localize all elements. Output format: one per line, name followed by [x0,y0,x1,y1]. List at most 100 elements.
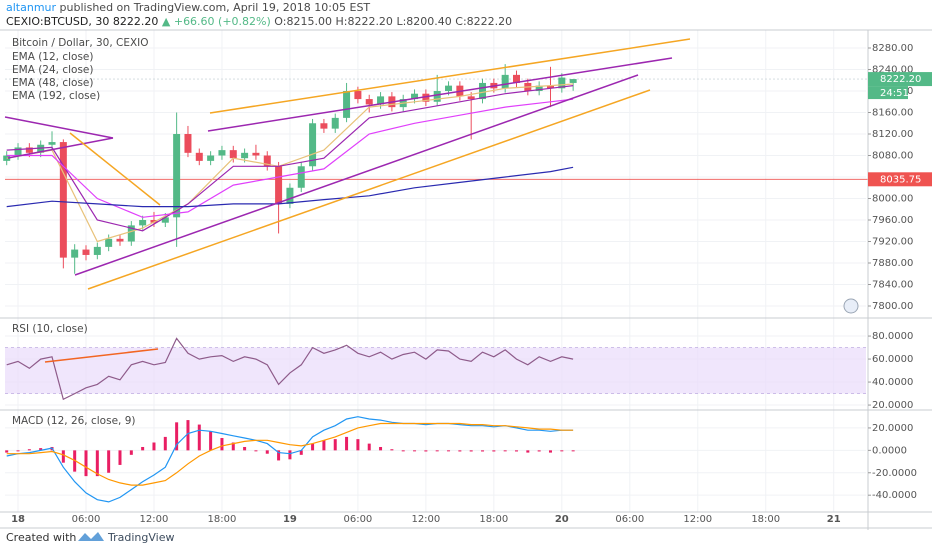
candle-body [331,117,339,129]
trend-line [4,116,114,139]
candle-body [422,93,430,102]
macd-histogram-bar [560,450,564,452]
last-price-box [868,72,932,87]
macd-histogram-bar [175,422,179,451]
candle-body [569,79,577,83]
macd-histogram-bar [254,450,258,452]
macd-histogram-bar [379,446,383,451]
candle-body [93,246,101,255]
macd-histogram-bar [152,442,156,451]
macd-histogram-bar [435,450,439,452]
candle-body [275,166,283,204]
x-tick-label: 12:00 [411,514,440,525]
trend-line [7,137,114,159]
open: O:8215.00 [274,15,332,28]
y-tick-label: 8240.00 [872,65,913,76]
macd-histogram-bar [61,450,65,463]
macd-histogram-bar [413,450,417,452]
footer-brand: TradingView [107,531,174,544]
price-label-box [868,172,932,187]
candle-body [71,249,79,258]
y-tick-label: 20.0000 [872,400,913,411]
low: L:8200.40 [396,15,451,28]
macd-histogram-bar [424,450,428,452]
candle-body [354,91,362,100]
icon [843,298,859,314]
change: ▲ +66.60 (+0.82%) [162,15,271,28]
candle-body [184,134,192,153]
candle-body [535,85,543,92]
macd-histogram-bar [299,450,303,455]
macd-histogram-bar [481,450,485,452]
marks [3,64,577,503]
x-tick-label: 18:00 [208,514,237,525]
grid [5,30,868,512]
x-tick-label: 20 [555,514,569,525]
candle-body [320,123,328,129]
macd-histogram-bar [118,450,122,465]
macd-histogram-bar [84,450,88,477]
macd-histogram-bar [537,450,541,452]
y-tick-label: -40.0000 [872,490,917,501]
ema-line [6,85,574,232]
y-tick-label: 7880.00 [872,258,913,269]
macd-histogram-bar [163,436,167,451]
candle-body [116,238,124,242]
drawings [4,38,691,363]
y-tick-label: -20.0000 [872,468,917,479]
header-line: altanmur published on TradingView.com, A… [6,1,370,14]
countdown-box [868,86,908,100]
macd-histogram-bar [141,446,145,451]
candle-body [501,74,509,89]
macd-histogram-bar [186,420,190,451]
macd-histogram-bar [265,450,269,454]
price-title: Bitcoin / Dollar, 30, CEXIO [12,37,149,49]
price: 8222.20 [113,15,159,28]
macd-histogram-bar [571,450,575,452]
candle-body [365,99,373,105]
ema-line [6,98,574,218]
y-tick-label: 8080.00 [872,151,913,162]
x-tick-label: 12:00 [140,514,169,525]
macd-histogram-bar [16,450,20,452]
candle-body [105,238,113,247]
symbol: CEXIO:BTCUSD, 30 [6,15,109,28]
candle-body [207,155,215,161]
macd-histogram-bar [503,450,507,452]
trend-line [74,74,639,276]
legend-entry: EMA (48, close) [12,77,94,89]
macd-histogram-bar [311,443,315,451]
candle-body [127,225,135,242]
candle-body [59,142,67,258]
candle-body [37,144,45,153]
candle-body [343,91,351,118]
ema-line [6,83,574,243]
macd-histogram-bar [27,449,31,451]
x-tick-label: 06:00 [72,514,101,525]
candle-body [252,152,260,156]
macd-histogram-bar [129,450,133,455]
candle-body [82,249,90,255]
x-tick-label: 18 [11,514,25,525]
candle-body [479,82,487,100]
legend-entry: EMA (192, close) [12,90,100,102]
macd-histogram-bar [333,439,337,451]
macd-histogram-bar [107,450,111,473]
y-tick-label: 7960.00 [872,215,913,226]
legend-entry: EMA (12, close) [12,51,94,63]
y-tick-label: 7920.00 [872,237,913,248]
candle-body [546,85,554,89]
rsi-line [6,337,574,401]
macd-histogram-bar [5,450,9,453]
macd-histogram-bar [197,424,201,451]
macd-histogram-bar [458,450,462,452]
y-tick-label: 40.0000 [872,377,913,388]
macd-histogram-bar [209,431,213,451]
x-tick-label: 19 [283,514,297,525]
pane-frame [0,29,932,530]
candle-body [377,96,385,105]
y-tick-label: 8280.00 [872,43,913,54]
candle-body [139,220,147,226]
logo-icon [843,298,859,314]
